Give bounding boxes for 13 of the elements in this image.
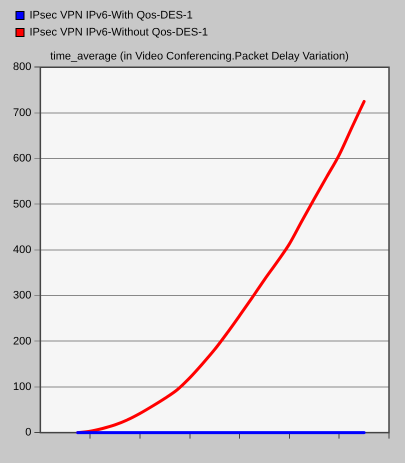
legend-label: IPsec VPN IPv6-With Qos-DES-1	[30, 10, 193, 22]
y-tick-label: 100	[12, 380, 32, 393]
y-tick-label: 500	[12, 198, 32, 210]
y-tick-label: 400	[12, 244, 32, 256]
y-tick-label: 700	[12, 106, 32, 119]
y-tick-label: 0	[25, 426, 32, 439]
chart-title: time_average (in Video Conferencing.Packet Delay Variation)	[50, 50, 349, 63]
legend-label: IPsec VPN IPv6-Without Qos-DES-1	[30, 26, 208, 39]
y-tick-label: 200	[12, 335, 32, 348]
y-tick-label: 600	[12, 152, 32, 165]
y-tick-label: 300	[12, 290, 32, 302]
line-series	[76, 100, 366, 434]
y-tick-label: 800	[12, 61, 32, 74]
